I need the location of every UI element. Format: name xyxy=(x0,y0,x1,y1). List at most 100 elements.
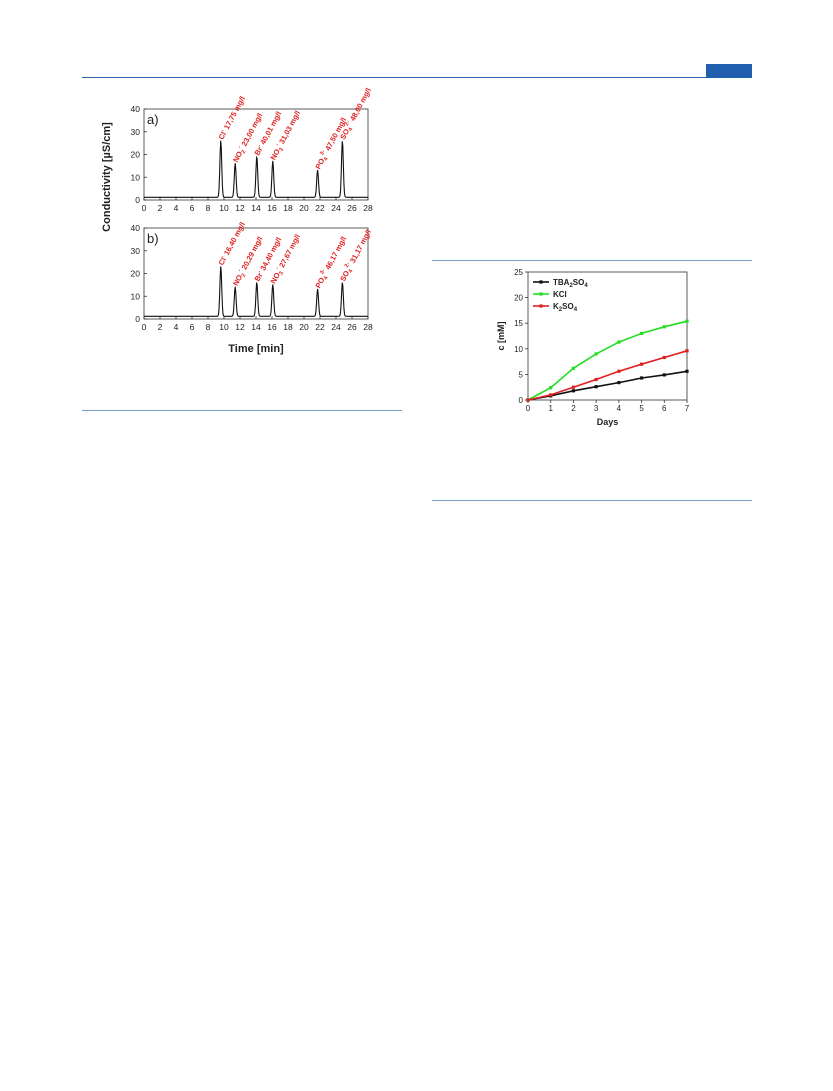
y-tick-label: 20 xyxy=(514,294,523,303)
data-point xyxy=(662,373,666,377)
x-tick-label: 6 xyxy=(662,404,667,413)
data-point xyxy=(617,369,621,373)
data-point xyxy=(571,389,575,393)
panel-label: b) xyxy=(147,231,159,246)
x-tick-label: 16 xyxy=(267,322,277,332)
series-line xyxy=(527,320,688,401)
x-tick-label: 18 xyxy=(283,322,293,332)
series-1: KCl xyxy=(526,290,689,402)
y-tick-label: 15 xyxy=(514,319,523,328)
x-tick-label: 0 xyxy=(142,203,147,213)
series-line xyxy=(527,370,688,401)
y-tick-label: 10 xyxy=(131,172,141,182)
x-tick-label: 12 xyxy=(235,322,245,332)
panel-label: a) xyxy=(147,112,159,127)
legend-label: TBA2SO4 xyxy=(553,278,588,289)
y-tick-label: 5 xyxy=(519,370,524,379)
y-axis-title: c [mM] xyxy=(496,321,506,350)
x-tick-label: 26 xyxy=(347,322,357,332)
data-point xyxy=(594,377,598,382)
x-tick-label: 22 xyxy=(315,203,325,213)
data-point xyxy=(594,385,598,389)
data-point xyxy=(571,385,575,389)
series-line xyxy=(527,350,688,401)
legend-marker xyxy=(539,304,543,308)
x-tick-label: 0 xyxy=(526,404,531,413)
y-tick-label: 0 xyxy=(135,195,140,205)
y-tick-label: 30 xyxy=(131,127,141,137)
x-tick-label: 3 xyxy=(594,404,599,413)
x-tick-label: 24 xyxy=(331,322,341,332)
x-tick-label: 4 xyxy=(174,203,179,213)
x-tick-label: 22 xyxy=(315,322,325,332)
x-tick-label: 5 xyxy=(639,404,644,413)
x-tick-label: 28 xyxy=(363,203,373,213)
data-point xyxy=(685,349,689,353)
x-tick-label: 24 xyxy=(331,203,341,213)
data-point xyxy=(640,331,644,335)
y-tick-label: 0 xyxy=(135,314,140,324)
y-tick-label: 20 xyxy=(131,269,141,279)
x-tick-label: 1 xyxy=(548,404,553,413)
plot-frame xyxy=(527,271,688,401)
y-tick-label: 0 xyxy=(519,396,524,405)
x-tick-label: 6 xyxy=(190,322,195,332)
series-2: K2SO4 xyxy=(526,302,689,402)
data-point xyxy=(640,376,644,380)
legend-label: K2SO4 xyxy=(553,302,578,313)
header-rule xyxy=(82,77,752,78)
data-point xyxy=(594,352,598,356)
figure-bottom-rule-right xyxy=(432,500,752,501)
peak-annotation: SO42- 31,17 mg/l xyxy=(337,228,374,284)
x-tick-label: 2 xyxy=(158,203,163,213)
figure-caption-rule-left xyxy=(82,410,402,411)
data-point xyxy=(662,355,666,360)
x-tick-label: 0 xyxy=(142,322,147,332)
data-point xyxy=(685,319,689,323)
data-point xyxy=(526,398,530,402)
x-tick-label: 6 xyxy=(190,203,195,213)
x-tick-label: 14 xyxy=(251,322,261,332)
y-tick-label: 10 xyxy=(514,345,523,354)
x-tick-label: 12 xyxy=(235,203,245,213)
legend-label: KCl xyxy=(553,290,567,299)
figure-top-rule-right xyxy=(432,260,752,261)
x-tick-label: 14 xyxy=(251,203,261,213)
series-0: TBA2SO4 xyxy=(526,278,689,402)
peak-annotation: SO42- 48,00 mg/l xyxy=(337,86,374,142)
y-tick-label: 30 xyxy=(131,246,141,256)
y-tick-label: 40 xyxy=(131,104,141,114)
chromatogram-trace xyxy=(144,266,368,317)
x-tick-label: 4 xyxy=(174,322,179,332)
x-tick-label: 10 xyxy=(219,203,229,213)
y-tick-label: 40 xyxy=(131,223,141,233)
peak-annotation: Cl- 17,75 mg/l xyxy=(217,95,247,141)
y-tick-label: 20 xyxy=(131,150,141,160)
x-tick-label: 7 xyxy=(685,404,690,413)
x-tick-label: 16 xyxy=(267,203,277,213)
data-point xyxy=(617,340,621,344)
data-point xyxy=(685,369,689,373)
header-tab xyxy=(706,64,752,78)
legend-marker xyxy=(539,280,543,284)
x-tick-label: 8 xyxy=(206,203,211,213)
x-tick-label: 20 xyxy=(299,203,309,213)
x-tick-label: 4 xyxy=(617,404,622,413)
x-tick-label: 18 xyxy=(283,203,293,213)
legend-marker xyxy=(539,292,543,296)
y-tick-label: 25 xyxy=(514,268,523,277)
chromatogram-trace xyxy=(144,140,368,198)
x-tick-label: 20 xyxy=(299,322,309,332)
x-tick-label: 2 xyxy=(158,322,163,332)
x-axis-title: Time [min] xyxy=(228,343,284,355)
y-axis-title: Conductivity [µS/cm] xyxy=(101,122,113,232)
data-point xyxy=(549,393,553,397)
y-tick-label: 10 xyxy=(131,291,141,301)
x-axis-title: Days xyxy=(597,417,619,427)
data-point xyxy=(571,366,575,370)
x-tick-label: 26 xyxy=(347,203,357,213)
